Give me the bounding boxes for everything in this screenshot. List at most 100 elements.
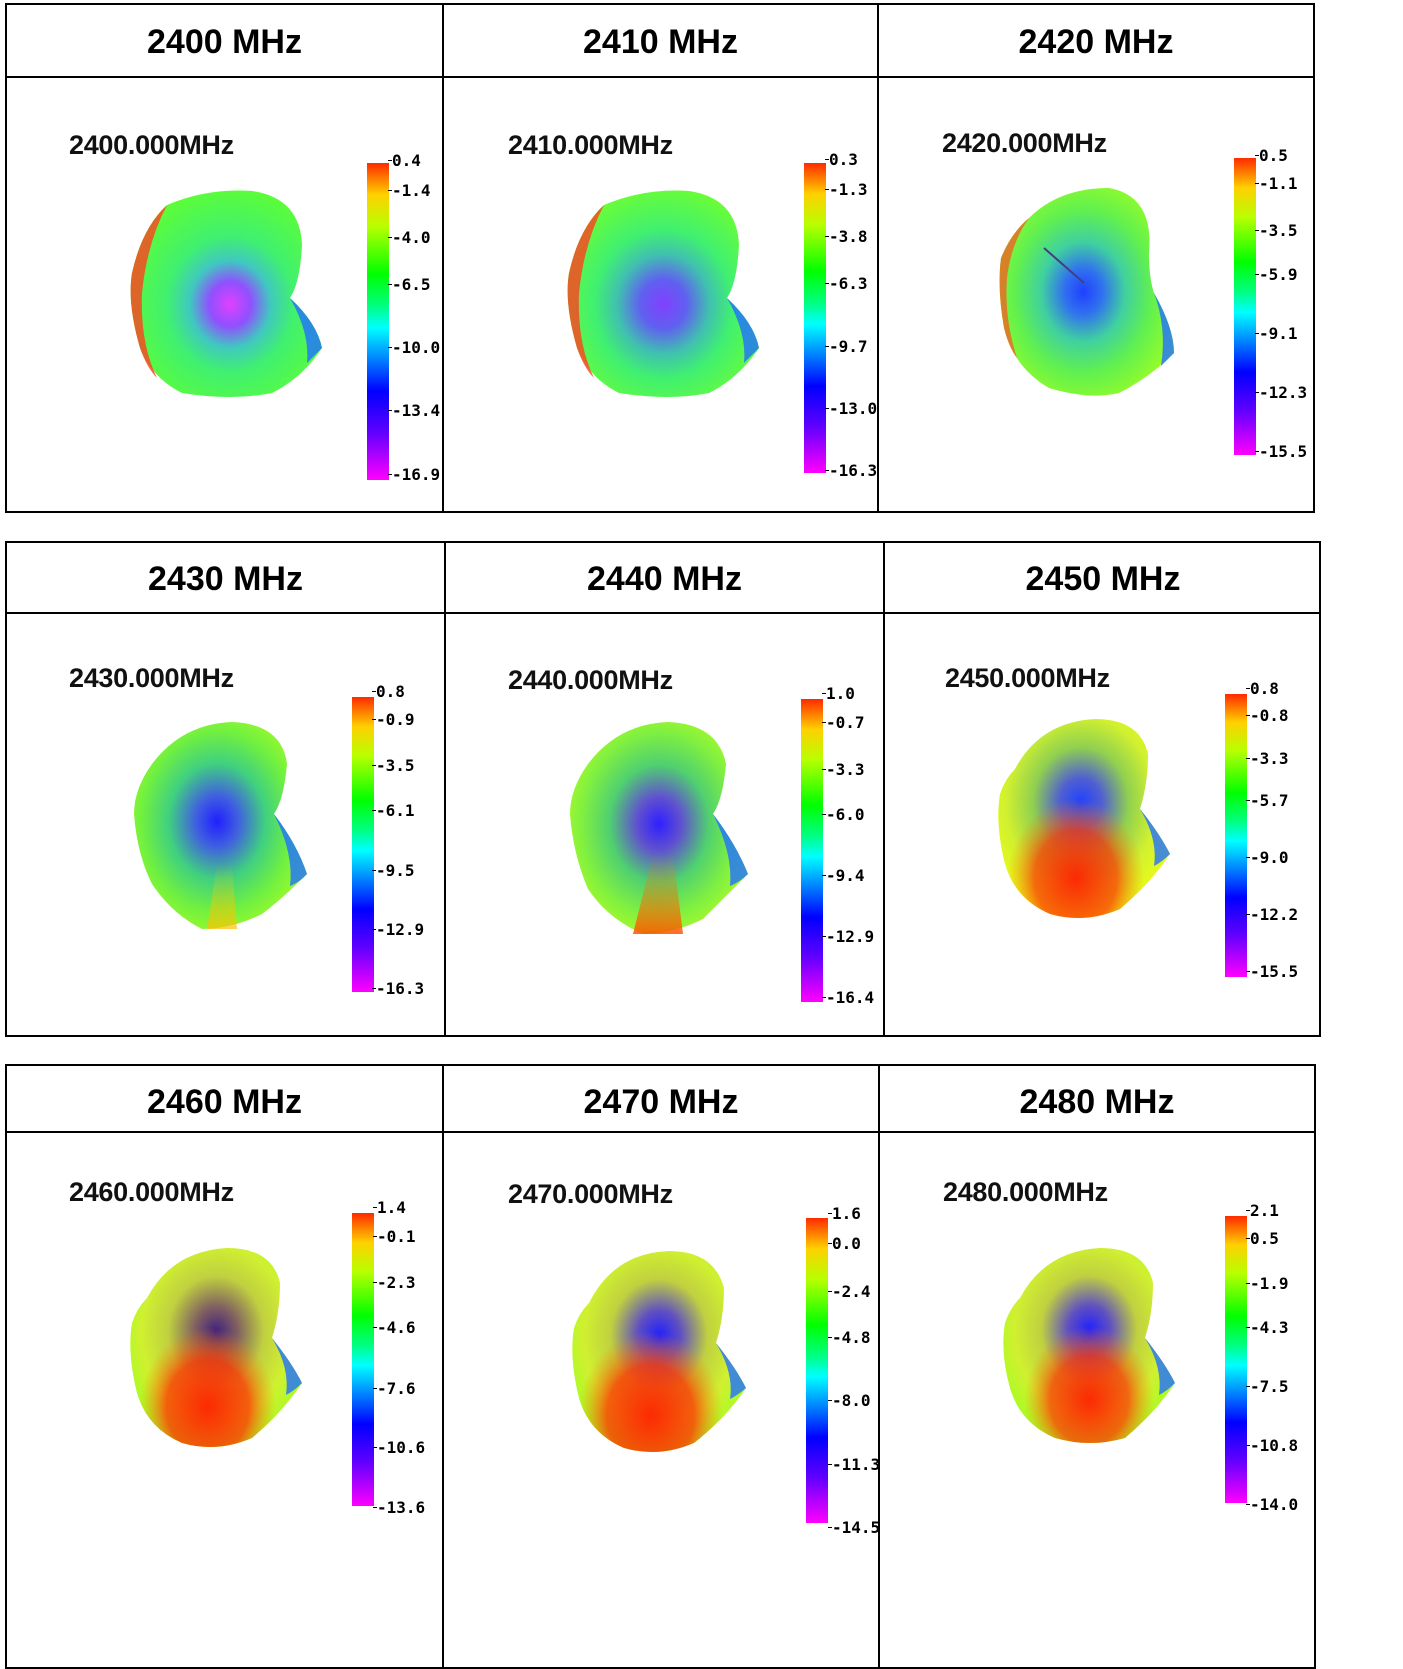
color-scale-bar: [367, 163, 389, 480]
scale-tick-label: -13.0: [824, 399, 878, 418]
pattern-frequency-label: 2430.000MHz: [69, 663, 234, 693]
pattern-frequency-label: 2420.000MHz: [942, 128, 1107, 158]
radiation-pattern-image: [572, 1251, 746, 1452]
radiation-pattern-image: [130, 190, 322, 397]
color-scale-bar: [352, 1213, 374, 1506]
pattern-table-1: 2400 MHz 2410 MHz 2420 MHz 2400.000MHz 0…: [5, 3, 1315, 513]
pattern-frequency-label: 2440.000MHz: [508, 665, 673, 695]
pattern-cell: 2460.000MHz 1.4 -0.1 -2.3 -4.6 -7.6: [7, 1133, 442, 1667]
scale-tick-label: 0.8: [1246, 679, 1279, 698]
scale-tick-label: 0.3: [825, 150, 858, 169]
scale-tick-label: -13.4: [387, 401, 441, 420]
scale-tick-label: -9.5: [372, 861, 415, 880]
radiation-pattern-image: [130, 1248, 302, 1447]
header-row: [7, 1066, 1314, 1133]
radiation-pattern-image: [999, 188, 1174, 396]
pattern-frequency-label: 2410.000MHz: [508, 130, 673, 160]
pattern-cell: 2430.000MHz 0.8 -0.9 -3.5 -6.1 -9.5 -12.…: [7, 614, 444, 1035]
scale-tick-label: 1.0: [822, 684, 855, 703]
scale-tick-label: -10.8: [1245, 1436, 1299, 1455]
frequency-header: 2430 MHz: [148, 560, 303, 598]
scale-tick-label: -14.0: [1245, 1495, 1299, 1514]
pattern-cell: 2480.000MHz 2.1 0.5 -1.9 -4.3 -7.5: [880, 1133, 1314, 1667]
scale-tick-label: -3.5: [1255, 221, 1298, 240]
frequency-header: 2410 MHz: [583, 23, 738, 61]
pattern-frequency-label: 2460.000MHz: [69, 1177, 234, 1207]
scale-tick-label: -4.0: [388, 228, 431, 247]
scale-tick-label: -10.0: [387, 338, 441, 357]
radiation-pattern-image: [567, 190, 759, 397]
scale-tick-label: -16.3: [371, 979, 425, 998]
color-scale-bar: [352, 697, 374, 992]
scale-tick-label: 2.1: [1246, 1201, 1279, 1220]
scale-tick-label: -12.9: [371, 920, 425, 939]
header-row: [7, 5, 1313, 78]
scale-tick-label: -4.3: [1246, 1318, 1289, 1337]
frequency-header: 2400 MHz: [147, 23, 302, 61]
pattern-table-3: 2460 MHz 2470 MHz 2480 MHz 2460.000MHz 1: [5, 1064, 1316, 1669]
pattern-frequency-label: 2480.000MHz: [943, 1177, 1108, 1207]
color-scale-bar: [1225, 1216, 1247, 1503]
column-divider: [444, 543, 446, 1035]
scale-tick-label: -9.0: [1246, 848, 1289, 867]
scale-tick-label: -3.3: [822, 760, 865, 779]
scale-tick-label: -9.4: [822, 866, 865, 885]
scale-tick-label: 1.6: [828, 1204, 861, 1223]
scale-tick-label: -0.7: [822, 713, 865, 732]
scale-tick-label: -3.8: [825, 227, 868, 246]
scale-tick-label: -1.9: [1246, 1274, 1289, 1293]
scale-tick-label: -0.8: [1246, 706, 1289, 725]
column-divider: [878, 1066, 880, 1667]
scale-tick-label: -0.9: [372, 710, 415, 729]
frequency-header: 2460 MHz: [147, 1083, 302, 1121]
scale-tick-label: -3.5: [372, 756, 415, 775]
color-scale-bar: [1234, 158, 1256, 455]
scale-tick-label: -16.9: [387, 465, 441, 484]
scale-tick-label: -12.3: [1254, 383, 1308, 402]
pattern-cell: 2410.000MHz 0.3 -1.3 -3.8 -6.3 -9.7 -13.…: [444, 78, 877, 511]
scale-tick-label: -2.3: [373, 1273, 416, 1292]
pattern-cell: 2440.000MHz 1.0 -0.7 -3.3 -6.0 -9.4 -12.…: [446, 614, 883, 1035]
scale-tick-label: -7.5: [1246, 1377, 1289, 1396]
scale-tick-label: -11.3: [827, 1455, 881, 1474]
scale-tick-label: -1.1: [1255, 174, 1298, 193]
scale-tick-label: -7.6: [373, 1379, 416, 1398]
scale-tick-label: 1.4: [373, 1198, 406, 1217]
frequency-header: 2470 MHz: [583, 1083, 739, 1121]
scale-tick-label: -12.9: [821, 927, 875, 946]
column-divider: [442, 1066, 444, 1667]
column-divider: [877, 5, 879, 511]
pattern-cell: 2400.000MHz 0.4 -1.4 -4.0 -6.5 -10.0 -13…: [7, 78, 442, 511]
scale-tick-label: -1.4: [388, 181, 431, 200]
scale-tick-label: -3.3: [1246, 749, 1289, 768]
scale-tick-label: 0.5: [1255, 146, 1288, 165]
scale-tick-label: -14.5: [827, 1518, 881, 1537]
frequency-header: 2420 MHz: [1018, 23, 1174, 61]
pattern-cell: 2420.000MHz 0.5 -1.1 -3.5 -5.9 -9.1 -12.…: [879, 78, 1313, 511]
scale-tick-label: -12.2: [1245, 905, 1299, 924]
pattern-frequency-label: 2400.000MHz: [69, 130, 234, 160]
scale-tick-label: -9.7: [825, 337, 868, 356]
scale-tick-label: -5.7: [1246, 791, 1289, 810]
pattern-cell: 2450.000MHz 0.8 -0.8 -3.3 -5.7 -9.0: [885, 614, 1321, 1035]
scale-tick-label: -16.3: [824, 461, 878, 480]
radiation-pattern-image: [134, 722, 307, 929]
header-row: [7, 543, 1319, 614]
color-scale-bar: [804, 163, 826, 473]
scale-tick-label: -8.0: [828, 1391, 871, 1410]
radiation-pattern-image: [1003, 1248, 1175, 1443]
scale-tick-label: -13.6: [372, 1498, 426, 1517]
frequency-header: 2450 MHz: [1025, 560, 1181, 598]
scale-tick-label: 0.0: [828, 1234, 861, 1253]
pattern-cell: 2470.000MHz 1.6 0.0 -2.4 -4.8 -8.0: [444, 1133, 881, 1667]
scale-tick-label: -15.5: [1254, 442, 1308, 461]
scale-tick-label: -9.1: [1255, 324, 1298, 343]
color-scale-bar: [1225, 694, 1247, 977]
scale-tick-label: -5.9: [1255, 265, 1298, 284]
pattern-frequency-label: 2470.000MHz: [508, 1179, 673, 1209]
scale-tick-label: -1.3: [825, 180, 868, 199]
scale-tick-label: -15.5: [1245, 962, 1299, 981]
frequency-header: 2440 MHz: [587, 560, 742, 598]
scale-tick-label: -16.4: [821, 988, 875, 1007]
scale-tick-label: -6.0: [822, 805, 865, 824]
